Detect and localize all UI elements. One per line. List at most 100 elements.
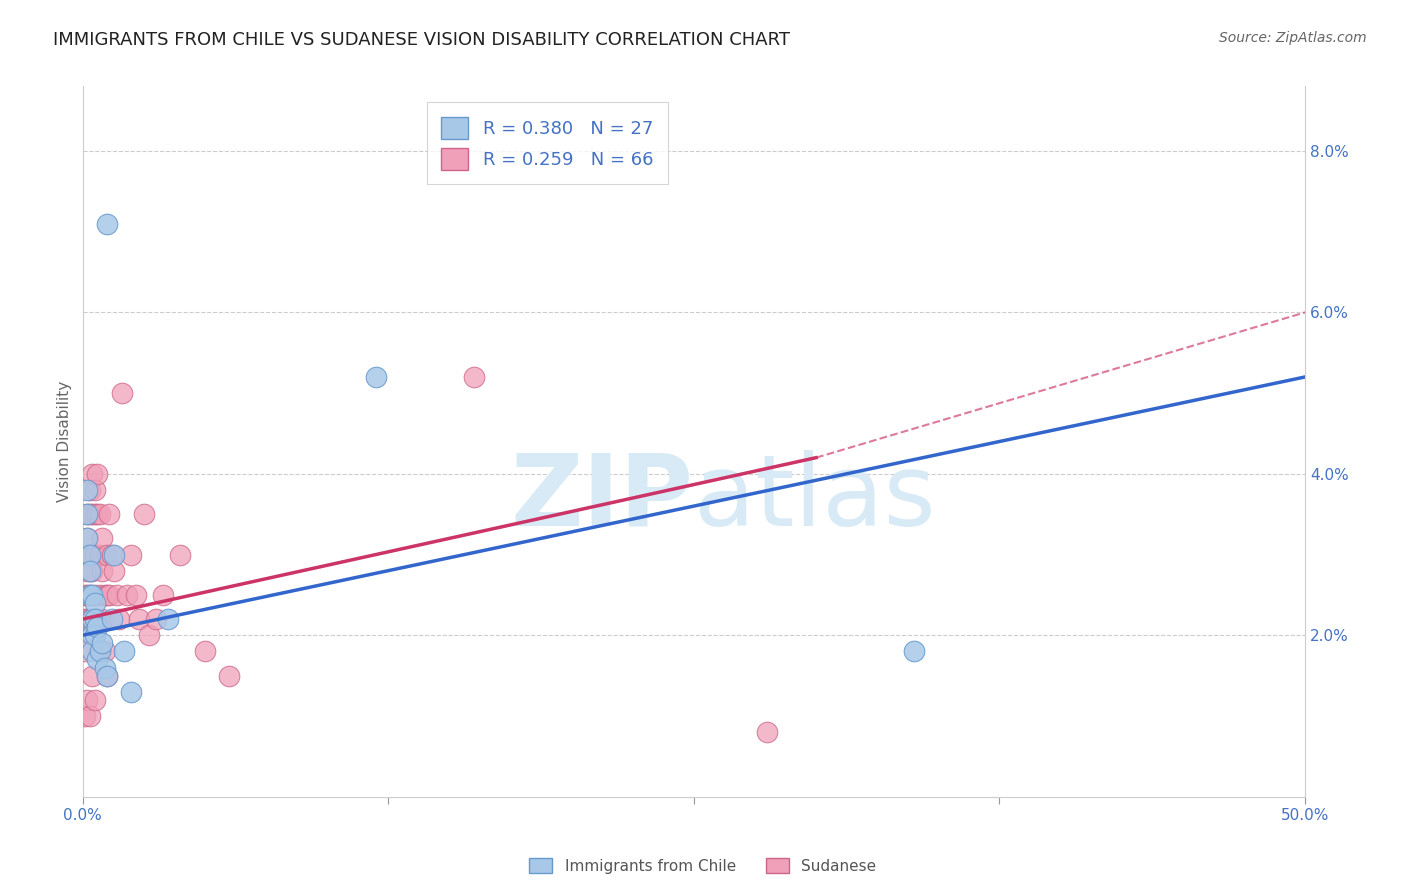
- Point: [82, 612, 104, 626]
- Point: [76, 588, 98, 602]
- Point: [83, 693, 105, 707]
- Point: [145, 612, 167, 626]
- Point: [73, 588, 96, 602]
- Point: [115, 588, 138, 602]
- Point: [125, 588, 148, 602]
- Point: [86, 467, 108, 481]
- Text: ZIP: ZIP: [510, 450, 693, 547]
- Point: [82, 668, 104, 682]
- Point: [82, 628, 104, 642]
- Point: [86, 652, 108, 666]
- Point: [79, 709, 101, 723]
- Point: [73, 612, 96, 626]
- Point: [83, 596, 105, 610]
- Point: [79, 548, 101, 562]
- Y-axis label: Vision Disability: Vision Disability: [58, 381, 72, 502]
- Point: [93, 644, 115, 658]
- Point: [86, 620, 108, 634]
- Point: [76, 483, 98, 497]
- Point: [79, 588, 101, 602]
- Point: [96, 588, 118, 602]
- Point: [121, 684, 143, 698]
- Point: [103, 564, 125, 578]
- Point: [93, 588, 115, 602]
- Point: [73, 644, 96, 658]
- Point: [82, 507, 104, 521]
- Point: [83, 612, 105, 626]
- Point: [756, 725, 779, 739]
- Point: [83, 548, 105, 562]
- Point: [83, 483, 105, 497]
- Point: [83, 588, 105, 602]
- Point: [93, 660, 115, 674]
- Point: [86, 507, 108, 521]
- Text: atlas: atlas: [693, 450, 935, 547]
- Point: [89, 507, 111, 521]
- Point: [463, 370, 485, 384]
- Point: [152, 588, 174, 602]
- Point: [79, 564, 101, 578]
- Point: [76, 693, 98, 707]
- Point: [79, 483, 101, 497]
- Point: [89, 588, 111, 602]
- Point: [218, 668, 240, 682]
- Point: [82, 588, 104, 602]
- Point: [79, 588, 101, 602]
- Point: [132, 507, 155, 521]
- Point: [82, 467, 104, 481]
- Point: [121, 548, 143, 562]
- Point: [79, 612, 101, 626]
- Text: IMMIGRANTS FROM CHILE VS SUDANESE VISION DISABILITY CORRELATION CHART: IMMIGRANTS FROM CHILE VS SUDANESE VISION…: [53, 31, 790, 49]
- Point: [128, 612, 150, 626]
- Point: [82, 644, 104, 658]
- Point: [91, 564, 114, 578]
- Point: [108, 612, 131, 626]
- Legend: R = 0.380   N = 27, R = 0.259   N = 66: R = 0.380 N = 27, R = 0.259 N = 66: [426, 103, 668, 185]
- Point: [96, 217, 118, 231]
- Point: [112, 644, 135, 658]
- Point: [83, 612, 105, 626]
- Point: [98, 507, 121, 521]
- Point: [89, 644, 111, 658]
- Point: [86, 612, 108, 626]
- Point: [76, 564, 98, 578]
- Point: [96, 548, 118, 562]
- Point: [138, 628, 160, 642]
- Point: [364, 370, 387, 384]
- Point: [89, 548, 111, 562]
- Point: [96, 668, 118, 682]
- Point: [169, 548, 191, 562]
- Text: Source: ZipAtlas.com: Source: ZipAtlas.com: [1219, 31, 1367, 45]
- Point: [111, 386, 134, 401]
- Point: [79, 564, 101, 578]
- Point: [157, 612, 180, 626]
- Point: [103, 548, 125, 562]
- Point: [96, 668, 118, 682]
- Point: [101, 612, 124, 626]
- Point: [82, 548, 104, 562]
- Point: [82, 612, 104, 626]
- Point: [903, 644, 925, 658]
- Point: [98, 588, 121, 602]
- Point: [83, 507, 105, 521]
- Point: [76, 532, 98, 546]
- Point: [76, 612, 98, 626]
- Point: [73, 548, 96, 562]
- Point: [101, 548, 124, 562]
- Point: [82, 564, 104, 578]
- Point: [89, 644, 111, 658]
- Point: [91, 612, 114, 626]
- Point: [194, 644, 217, 658]
- Point: [76, 507, 98, 521]
- Point: [83, 628, 105, 642]
- Legend: Immigrants from Chile, Sudanese: Immigrants from Chile, Sudanese: [523, 852, 883, 880]
- Point: [91, 636, 114, 650]
- Point: [79, 548, 101, 562]
- Point: [73, 709, 96, 723]
- Point: [91, 532, 114, 546]
- Point: [76, 532, 98, 546]
- Point: [79, 507, 101, 521]
- Point: [76, 507, 98, 521]
- Point: [105, 588, 128, 602]
- Point: [76, 548, 98, 562]
